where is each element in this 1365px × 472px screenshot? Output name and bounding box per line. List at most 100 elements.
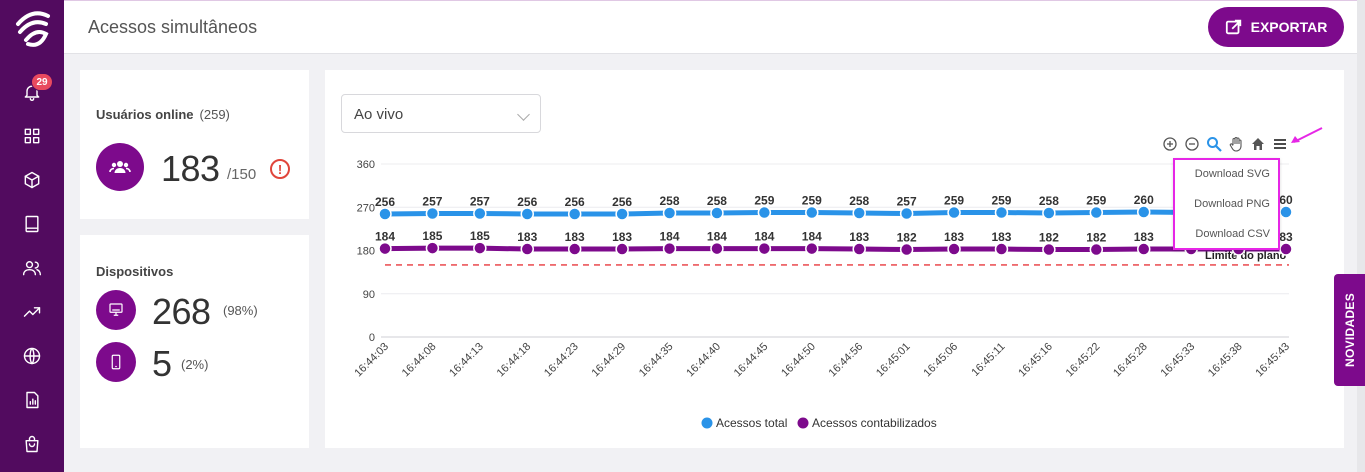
x-tick-label: 16:44:56: [827, 341, 866, 380]
data-point: [947, 242, 961, 256]
zoom-in-icon[interactable]: [1161, 135, 1179, 153]
data-point: [805, 205, 819, 220]
cube-icon: [24, 171, 40, 189]
data-label: 183: [612, 230, 632, 244]
bag-icon: [25, 435, 39, 453]
data-label: 257: [422, 194, 442, 208]
download-csv-option[interactable]: Download CSV: [1195, 228, 1270, 240]
data-label: 259: [991, 194, 1011, 208]
data-point: [1042, 206, 1056, 220]
data-label: 60: [1279, 193, 1293, 207]
legend-marker: [701, 417, 713, 429]
x-tick-label: 16:45:22: [1064, 341, 1103, 380]
zoom-select-icon[interactable]: [1205, 135, 1223, 153]
sidebar-item-store[interactable]: [18, 430, 46, 458]
home-icon[interactable]: [1249, 135, 1267, 153]
export-icon: [1225, 19, 1241, 35]
x-tick-label: 16:44:23: [542, 341, 581, 380]
desktop-pct: (98%): [223, 303, 258, 318]
data-point: [710, 206, 724, 220]
data-label: 183: [991, 230, 1011, 244]
devices-label: Dispositivos: [96, 264, 174, 279]
data-point: [615, 242, 629, 256]
data-label: 260: [1134, 193, 1154, 207]
data-point: [1042, 242, 1056, 257]
data-label: 256: [375, 195, 395, 209]
x-tick-label: 16:44:03: [352, 341, 391, 380]
y-tick-label: 0: [369, 332, 375, 344]
data-label: 183: [849, 230, 869, 244]
menu-icon[interactable]: [1271, 135, 1289, 153]
data-label: 259: [1086, 194, 1106, 208]
data-point: [1136, 205, 1151, 219]
sidebar-item-analytics[interactable]: [18, 298, 46, 326]
y-tick-label: 90: [363, 289, 375, 301]
data-point: [757, 241, 772, 256]
data-point: [473, 241, 487, 255]
x-tick-label: 16:45:33: [1159, 341, 1198, 380]
data-label: 185: [470, 229, 490, 243]
data-point: [520, 242, 535, 256]
data-point: [425, 206, 440, 221]
data-point: [1089, 242, 1104, 257]
trend-icon: [23, 307, 41, 317]
novidades-tab[interactable]: NOVIDADES: [1334, 274, 1365, 386]
data-point: [899, 242, 914, 257]
data-point: [378, 207, 392, 221]
grid-icon: [24, 128, 40, 144]
top-bar: Acessos simultâneos EXPORTAR: [64, 0, 1357, 54]
report-icon: [26, 391, 39, 409]
arrow-annotation-icon: [1291, 127, 1323, 143]
sidebar-item-products[interactable]: [18, 166, 46, 194]
online-users-limit: /150: [227, 166, 257, 183]
x-tick-label: 16:45:38: [1206, 341, 1245, 380]
book-icon: [25, 215, 39, 233]
sidebar-item-courses[interactable]: [18, 210, 46, 238]
logo-icon[interactable]: [8, 4, 56, 52]
data-label: 259: [802, 194, 822, 208]
data-label: 185: [422, 229, 442, 243]
export-button[interactable]: EXPORTAR: [1208, 7, 1344, 47]
data-label: 184: [707, 230, 727, 244]
x-tick-label: 16:45:06: [921, 341, 960, 380]
sidebar-item-web[interactable]: [18, 342, 46, 370]
data-label: 183: [1134, 230, 1154, 244]
data-point: [473, 206, 487, 221]
data-point: [1279, 205, 1293, 219]
sidebar-item-reports[interactable]: [18, 386, 46, 414]
period-select-value: Ao vivo: [354, 106, 404, 123]
x-tick-label: 16:45:01: [874, 341, 913, 380]
data-point: [615, 207, 629, 221]
data-label: 83: [1279, 230, 1293, 244]
data-label: 183: [517, 230, 537, 244]
download-svg-option[interactable]: Download SVG: [1194, 168, 1270, 180]
globe-icon: [23, 347, 41, 365]
data-label: 182: [1086, 231, 1106, 245]
legend-marker: [797, 417, 809, 429]
sidebar-item-users[interactable]: [18, 254, 46, 282]
chart-toolbar: [1161, 135, 1289, 153]
zoom-out-icon[interactable]: [1183, 135, 1201, 153]
x-tick-label: 16:45:28: [1111, 341, 1150, 380]
sidebar-item-dashboard[interactable]: [18, 122, 46, 150]
x-tick-label: 16:44:08: [400, 341, 439, 380]
data-point: [947, 205, 961, 220]
data-point: [1089, 205, 1104, 220]
online-users-value: 183: [161, 148, 220, 189]
period-select[interactable]: Ao vivo: [341, 94, 541, 133]
scrollbar-track[interactable]: [1357, 0, 1365, 472]
data-label: 257: [897, 194, 917, 208]
limit-line-label: Limite do plano: [1205, 250, 1287, 262]
data-point: [899, 206, 914, 221]
online-users-title: Usuários online: [96, 107, 194, 122]
data-label: 259: [944, 194, 964, 208]
users-group-icon: [96, 143, 144, 191]
data-label: 258: [1039, 194, 1059, 208]
download-png-option[interactable]: Download PNG: [1194, 198, 1270, 210]
alert-icon[interactable]: !: [270, 159, 290, 179]
x-tick-label: 16:45:11: [969, 341, 1007, 379]
pan-hand-icon[interactable]: [1227, 135, 1245, 153]
data-label: 256: [565, 195, 585, 209]
sidebar: 29: [0, 0, 64, 472]
